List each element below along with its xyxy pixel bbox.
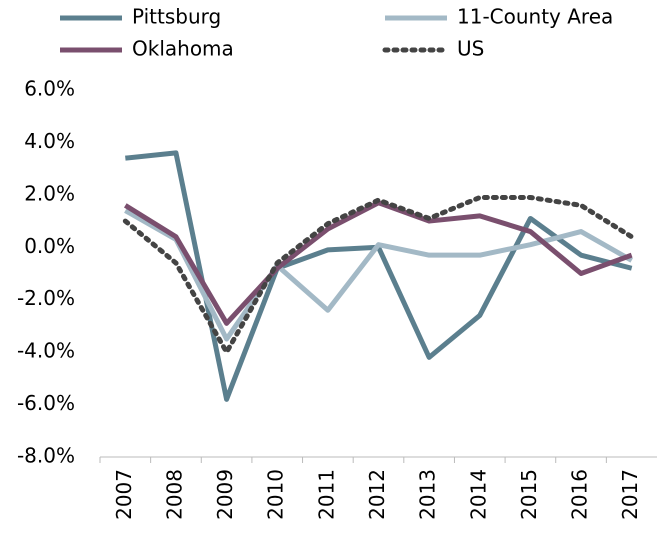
- legend-label: 11-County Area: [457, 5, 613, 29]
- y-tick-label: 0.0%: [24, 234, 75, 258]
- y-tick-label: -4.0%: [17, 339, 75, 363]
- x-tick-label: 2015: [517, 469, 541, 520]
- x-tick-label: 2016: [568, 469, 592, 520]
- y-tick-label: 6.0%: [24, 77, 75, 101]
- x-tick-label: 2013: [416, 469, 440, 520]
- x-tick-label: 2007: [112, 469, 136, 520]
- legend-label: US: [457, 37, 484, 61]
- x-tick-label: 2011: [314, 469, 338, 520]
- x-tick-label: 2012: [365, 469, 389, 520]
- x-tick-label: 2010: [264, 469, 288, 520]
- y-tick-label: -2.0%: [17, 286, 75, 310]
- x-tick-label: 2014: [466, 469, 490, 520]
- x-tick-label: 2009: [213, 469, 237, 520]
- x-tick-label: 2008: [162, 469, 186, 520]
- y-tick-label: -8.0%: [17, 444, 75, 468]
- series-line: [122, 194, 635, 355]
- y-tick-label: -6.0%: [17, 391, 75, 415]
- y-tick-label: 2.0%: [24, 181, 75, 205]
- legend-label: Pittsburg: [132, 5, 221, 29]
- x-tick-label: 2017: [618, 469, 642, 520]
- legend-label: Oklahoma: [132, 37, 234, 61]
- y-tick-label: 4.0%: [24, 129, 75, 153]
- series-line: [124, 208, 633, 342]
